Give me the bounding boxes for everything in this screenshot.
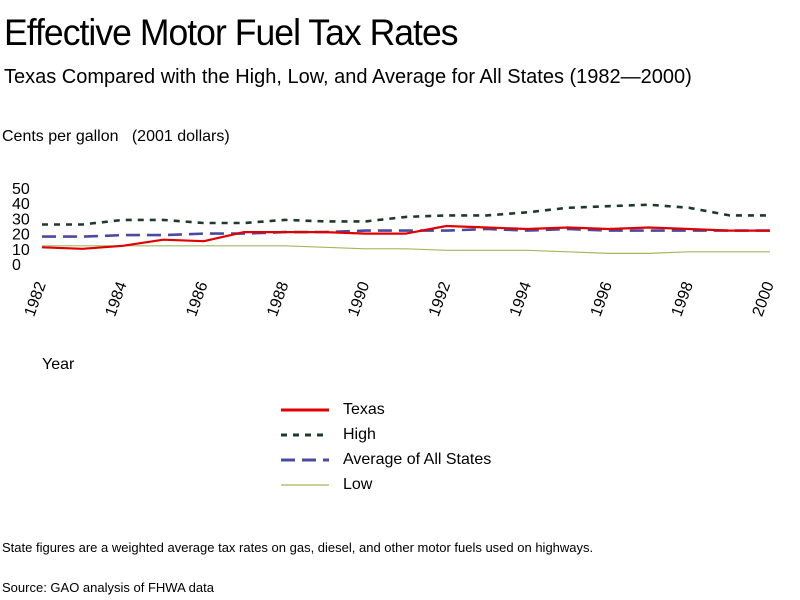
x-tick-label: 1982 [22, 279, 50, 318]
legend-swatch-average [281, 454, 329, 466]
legend-label-average: Average of All States [343, 450, 492, 468]
footnote: State figures are a weighted average tax… [2, 540, 594, 555]
series-line-high [42, 203, 770, 226]
legend-item-low: Low [281, 472, 491, 497]
y-tick-label: 30 [12, 211, 30, 228]
legend-item-texas: Texas [281, 397, 491, 422]
legend-item-high: High [281, 422, 491, 447]
x-tick-label: 1990 [345, 279, 373, 318]
legend-label-low: Low [343, 475, 373, 493]
x-tick-label: 1994 [507, 279, 535, 318]
x-tick-label: 1984 [102, 279, 130, 318]
x-tick-label: 1992 [426, 279, 454, 318]
y-tick-label: 0 [12, 257, 21, 274]
y-axis-unit-label: Cents per gallon (2001 dollars) [2, 128, 230, 145]
y-tick-label: 10 [12, 242, 30, 259]
chart-subtitle: Texas Compared with the High, Low, and A… [4, 66, 692, 88]
y-tick-label: 50 [12, 181, 30, 198]
x-axis-label: Year [42, 356, 75, 373]
legend-swatch-texas [281, 404, 329, 416]
series-line-low [42, 245, 770, 254]
x-tick-label: 1998 [669, 279, 697, 318]
chart-series [41, 203, 770, 254]
legend-label-texas: Texas [343, 400, 385, 418]
x-tick-label: 2000 [750, 279, 778, 318]
x-tick-label: 1996 [588, 279, 616, 318]
legend: Texas High Average of All States Low [281, 397, 491, 497]
legend-item-average: Average of All States [281, 447, 491, 472]
chart-title: Effective Motor Fuel Tax Rates [4, 12, 459, 53]
source-note: Source: GAO analysis of FHWA data [2, 580, 214, 595]
y-tick-label: 40 [12, 196, 30, 213]
x-axis-ticks: 1982 1984 1986 1988 1990 1992 1994 1996 1998 2000 [22, 279, 778, 318]
x-tick-label: 1988 [264, 279, 292, 318]
legend-label-high: High [343, 425, 376, 443]
legend-swatch-high [281, 429, 329, 441]
y-tick-label: 20 [12, 227, 30, 244]
series-line-average-of-all-states [42, 227, 770, 238]
legend-swatch-low [281, 479, 329, 491]
x-tick-label: 1986 [183, 279, 211, 318]
series-line-texas [41, 224, 770, 250]
